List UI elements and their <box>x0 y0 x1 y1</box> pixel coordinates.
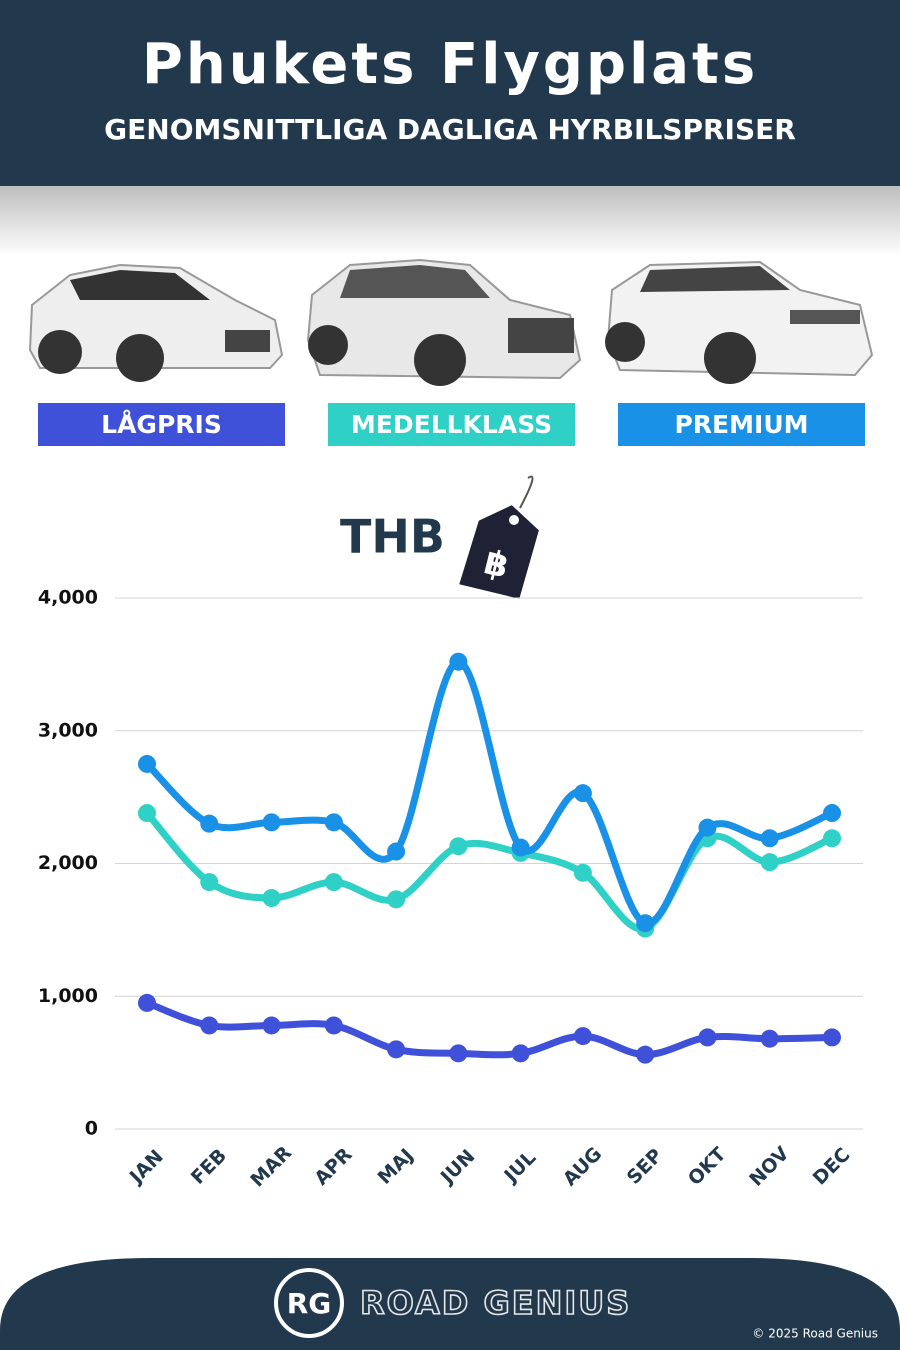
data-point <box>760 829 779 848</box>
series-line <box>143 658 836 927</box>
y-tick-label: 3,000 <box>38 719 98 741</box>
data-point <box>511 1044 530 1063</box>
car-image <box>306 258 582 386</box>
x-tick-label: FEB <box>187 1145 231 1189</box>
logo: RG <box>287 1287 332 1320</box>
x-tick-label: AUG <box>559 1143 606 1190</box>
legend-label: PREMIUM <box>674 410 808 439</box>
y-tick-label: 0 <box>85 1118 98 1140</box>
price-tag <box>456 475 542 602</box>
x-tick-label: MAR <box>246 1142 296 1192</box>
data-point <box>138 993 156 1012</box>
legend-swatch <box>38 403 285 446</box>
x-tick-label: NOV <box>745 1142 793 1190</box>
data-point <box>449 652 468 671</box>
y-tick-label: 4,000 <box>38 587 98 609</box>
logo-ring <box>274 1268 344 1338</box>
x-tick-label: SEP <box>623 1144 667 1188</box>
data-point <box>573 1027 592 1046</box>
y-tick-label: 2,000 <box>38 852 98 874</box>
car-image <box>605 260 874 384</box>
series-line <box>143 809 836 933</box>
x-tick-label: JUL <box>499 1147 540 1188</box>
data-point <box>698 818 717 837</box>
series-line <box>143 999 836 1059</box>
data-point <box>760 853 779 872</box>
y-tick-label: 1,000 <box>38 985 98 1007</box>
data-point <box>511 838 530 857</box>
header-band <box>0 0 900 186</box>
data-point <box>449 1044 468 1063</box>
legend-swatch <box>618 403 865 446</box>
header-shadow <box>0 186 900 256</box>
data-point <box>324 1016 343 1035</box>
legend-label: MEDELLKLASS <box>351 410 552 439</box>
data-point <box>636 914 655 933</box>
data-point <box>324 813 343 832</box>
brand: ROAD GENIUS <box>360 1284 631 1322</box>
x-tick-label: JAN <box>124 1146 168 1190</box>
data-point <box>823 829 841 848</box>
title: Phukets Flygplats <box>142 32 758 97</box>
data-point <box>138 804 156 823</box>
x-tick-label: MAJ <box>374 1144 418 1188</box>
data-point <box>200 1016 219 1035</box>
data-point <box>262 1016 281 1035</box>
data-point <box>573 784 592 803</box>
data-point <box>449 837 468 856</box>
data-point <box>387 1040 406 1059</box>
footer-band <box>0 1258 900 1350</box>
data-point <box>138 754 156 773</box>
data-point <box>387 842 406 861</box>
data-point <box>200 873 219 892</box>
data-point <box>387 890 406 909</box>
x-tick-label: DEC <box>809 1144 855 1190</box>
unit-label: THB <box>340 510 445 564</box>
data-point <box>324 873 343 892</box>
data-point <box>760 1029 779 1048</box>
data-point <box>262 889 281 908</box>
subtitle: GENOMSNITTLIGA DAGLIGA HYRBILSPRISER <box>104 113 796 146</box>
data-point <box>262 813 281 832</box>
copyright: © 2025 Road Genius <box>752 1327 878 1341</box>
legend-swatch <box>328 403 575 446</box>
x-tick-label: APR <box>310 1143 356 1189</box>
data-point <box>823 1028 841 1047</box>
data-point <box>573 863 592 882</box>
data-point <box>698 1028 717 1047</box>
data-point <box>200 814 219 833</box>
data-point <box>823 804 841 823</box>
data-point <box>636 1045 655 1064</box>
x-tick-label: OKT <box>684 1143 731 1190</box>
car-image <box>28 263 284 382</box>
legend-label: LÅGPRIS <box>101 410 222 439</box>
x-tick-label: JUN <box>435 1145 479 1189</box>
